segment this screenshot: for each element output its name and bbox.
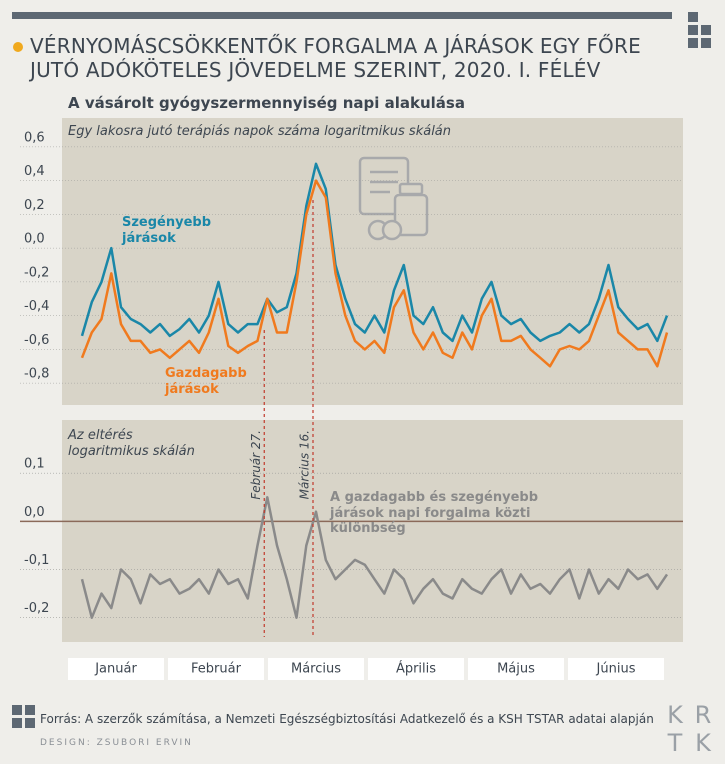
x-tick-label: Június [596,662,636,677]
y-tick-label: 0,0 [24,232,45,247]
y-tick-label: -0,8 [24,367,49,382]
x-tick-label: Március [291,662,341,677]
y-tick-label: 0,6 [24,130,45,145]
y-tick-label: 0,0 [24,505,45,520]
y-tick-label: 0,1 [24,457,45,472]
event-label: Március 16. [298,430,312,499]
series-label: A gazdagabb és szegényebb járások napi f… [330,490,539,537]
bottom-panel [62,420,683,642]
series-label: Gazdagabb járások [165,366,247,397]
month-band [468,658,564,680]
logo-letter: R [695,701,712,729]
title: VÉRNYOMÁSCSÖKKENTŐK FORGALMA A JÁRÁSOK E… [30,34,641,82]
month-band [368,658,464,680]
month-band [168,658,264,680]
logo-letter: K [695,729,712,757]
x-tick-label: Április [396,661,436,677]
design: DESIGN: ZSUBORI ERVIN [40,738,193,748]
y-tick-label: -0,6 [24,333,49,348]
x-tick-label: Január [94,662,137,677]
logo-letter: T [667,729,683,757]
series-line [80,179,669,368]
header-icon [688,12,711,48]
series-line [80,496,669,619]
x-tick-label: Február [191,662,242,677]
chart-subtitle: Az eltérés logaritmikus skálán [68,428,195,459]
pill-icon [358,156,429,241]
y-tick-label: -0,1 [24,553,49,568]
month-band [268,658,364,680]
source: Forrás: A szerzők számítása, a Nemzeti E… [40,712,654,726]
logo-letter: K [667,701,684,729]
series-line [80,162,669,343]
y-tick-label: -0,2 [24,265,49,280]
month-band [568,658,664,680]
title-dot [13,42,23,52]
y-tick-label: -0,4 [24,299,49,314]
x-tick-label: Május [497,662,535,677]
chart-title: A vásárolt gyógyszermennyiség napi alaku… [68,94,465,112]
y-tick-label: -0,2 [24,601,49,616]
footer-icon [12,705,35,728]
series-label: Szegényebb járások [122,215,212,246]
y-tick-label: 0,2 [24,198,45,213]
event-label: Február 27. [249,430,263,500]
y-tick-label: 0,4 [24,164,45,179]
month-band [68,658,164,680]
header-bar [12,12,672,19]
chart-subtitle: Egy lakosra jutó terápiás napok száma lo… [68,124,452,139]
